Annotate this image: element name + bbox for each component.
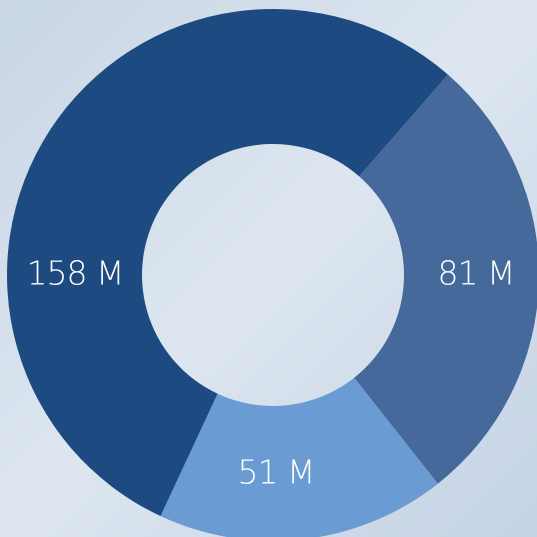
value-label: 81 M — [438, 254, 515, 293]
value-label: 51 M — [238, 453, 315, 492]
value-label: 158 M — [27, 254, 124, 293]
chart: 158 M 81 M 51 M — [0, 0, 537, 537]
page: 158 M81 M51 M (() => { const data = JSON… — [0, 0, 537, 537]
